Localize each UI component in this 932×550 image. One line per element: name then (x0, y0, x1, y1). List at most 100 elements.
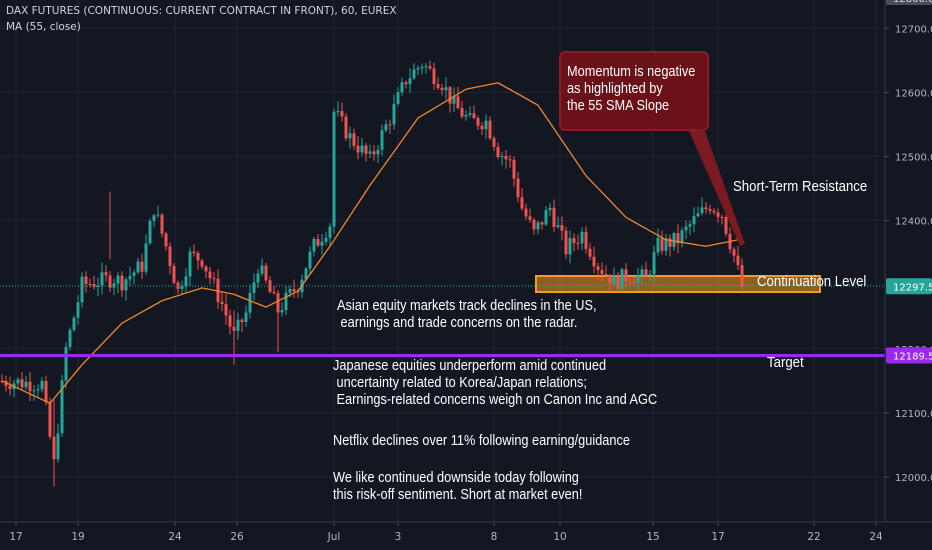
candle-up (132, 272, 136, 276)
candle-down (704, 207, 708, 210)
candle-down (216, 278, 220, 302)
candle-up (40, 380, 44, 390)
candle-up (304, 268, 308, 280)
japan-note: Japanese equities underperform amid cont… (333, 358, 657, 409)
continuation-label: Continuation Level (757, 273, 867, 290)
note-line: Earnings-related concerns weigh on Canon… (333, 392, 658, 408)
continuation-zone-box (535, 275, 821, 293)
candle-up (468, 113, 472, 115)
candle-up (152, 215, 156, 222)
candle-down (404, 82, 408, 85)
price-tick-label: 12400.0 (895, 217, 932, 228)
candle-up (332, 111, 336, 227)
candle-up (424, 66, 428, 68)
candle-up (112, 283, 116, 288)
candle-down (520, 197, 524, 209)
candle-down (140, 261, 144, 272)
target-price-badge (886, 347, 932, 364)
candle-up (656, 237, 660, 253)
candle-down (528, 216, 532, 220)
candle-down (340, 111, 344, 117)
callout-line: as highlighted by (567, 81, 663, 97)
candle-up (148, 221, 152, 244)
candle-down (352, 133, 356, 146)
candlestick-series (0, 60, 744, 487)
target-price-badge-label: 12189.5 (893, 352, 932, 363)
callout-line: Momentum is negative (567, 64, 696, 80)
candle-up (288, 289, 292, 293)
candle-up (396, 92, 400, 104)
candle-up (568, 238, 572, 255)
candle-up (16, 379, 20, 384)
candle-down (240, 319, 244, 323)
time-axis-bg (0, 522, 932, 550)
candle-down (460, 107, 464, 117)
candle-up (348, 133, 352, 139)
candle-up (284, 292, 288, 311)
candle-up (308, 251, 312, 269)
candle-down (388, 124, 392, 126)
candle-down (316, 239, 320, 246)
netflix-note: Netflix declines over 11% following earn… (333, 433, 630, 449)
candle-up (664, 238, 668, 251)
candle-up (368, 151, 372, 154)
candle-down (724, 217, 728, 234)
candle-down (592, 256, 596, 267)
note-line: Asian equity markets track declines in t… (337, 298, 597, 314)
candle-up (68, 330, 72, 347)
last-price-badge-label: 12297.5 (893, 282, 932, 293)
candle-down (428, 66, 432, 69)
candle-up (612, 274, 616, 285)
ma-55-line (1, 82, 739, 405)
candle-down (628, 281, 632, 283)
candle-up (36, 389, 40, 391)
candle-down (272, 291, 276, 294)
candle-up (376, 149, 380, 155)
price-axis[interactable]: 12000.012100.012200.012300.012400.012500… (884, 0, 932, 522)
candle-up (80, 276, 84, 303)
candle-up (244, 312, 248, 323)
time-tick-label: 17 (711, 531, 724, 543)
candle-down (516, 178, 520, 198)
candle-down (48, 402, 52, 437)
note-line: Japanese equities underperform amid cont… (333, 358, 607, 374)
candle-down (512, 159, 516, 179)
candle-up (412, 69, 416, 79)
chart-grid (0, 0, 885, 522)
note-line: uncertainty related to Korea/Japan relat… (333, 375, 587, 391)
candle-up (536, 222, 540, 230)
candle-up (312, 239, 316, 252)
downside-note: We like continued downside today followi… (333, 470, 582, 504)
candle-down (476, 117, 480, 126)
candle-up (252, 282, 256, 294)
candle-down (564, 230, 568, 255)
candle-down (44, 380, 48, 403)
chart-symbol-title: DAX FUTURES (CONTINUOUS: CURRENT CONTRAC… (6, 5, 397, 17)
candle-up (640, 269, 644, 276)
candle-up (556, 225, 560, 227)
candle-down (292, 289, 296, 292)
candle-up (392, 103, 396, 125)
candle-up (100, 272, 104, 286)
candle-up (32, 390, 36, 392)
candle-down (228, 315, 232, 327)
callout-line: the 55 SMA Slope (567, 98, 670, 114)
candle-down (720, 216, 724, 218)
price-tick-label: 12000.0 (895, 473, 932, 484)
candle-up (652, 252, 656, 275)
candle-down (616, 274, 620, 289)
time-tick-label: 8 (491, 531, 498, 543)
candle-down (708, 209, 712, 211)
time-tick-label: Jul (327, 531, 341, 543)
candle-down (588, 248, 592, 257)
candle-down (344, 116, 348, 139)
candle-down (364, 145, 368, 154)
candle-down (732, 249, 736, 256)
time-axis[interactable]: 17 19 24 26 Jul 3 8 10 15 17 22 24 (0, 521, 932, 550)
top-price-badge-label: 12800.0 (893, 0, 932, 5)
candle-down (600, 269, 604, 275)
candle-up (320, 241, 324, 246)
candle-down (492, 138, 496, 147)
candle-down (356, 145, 360, 153)
